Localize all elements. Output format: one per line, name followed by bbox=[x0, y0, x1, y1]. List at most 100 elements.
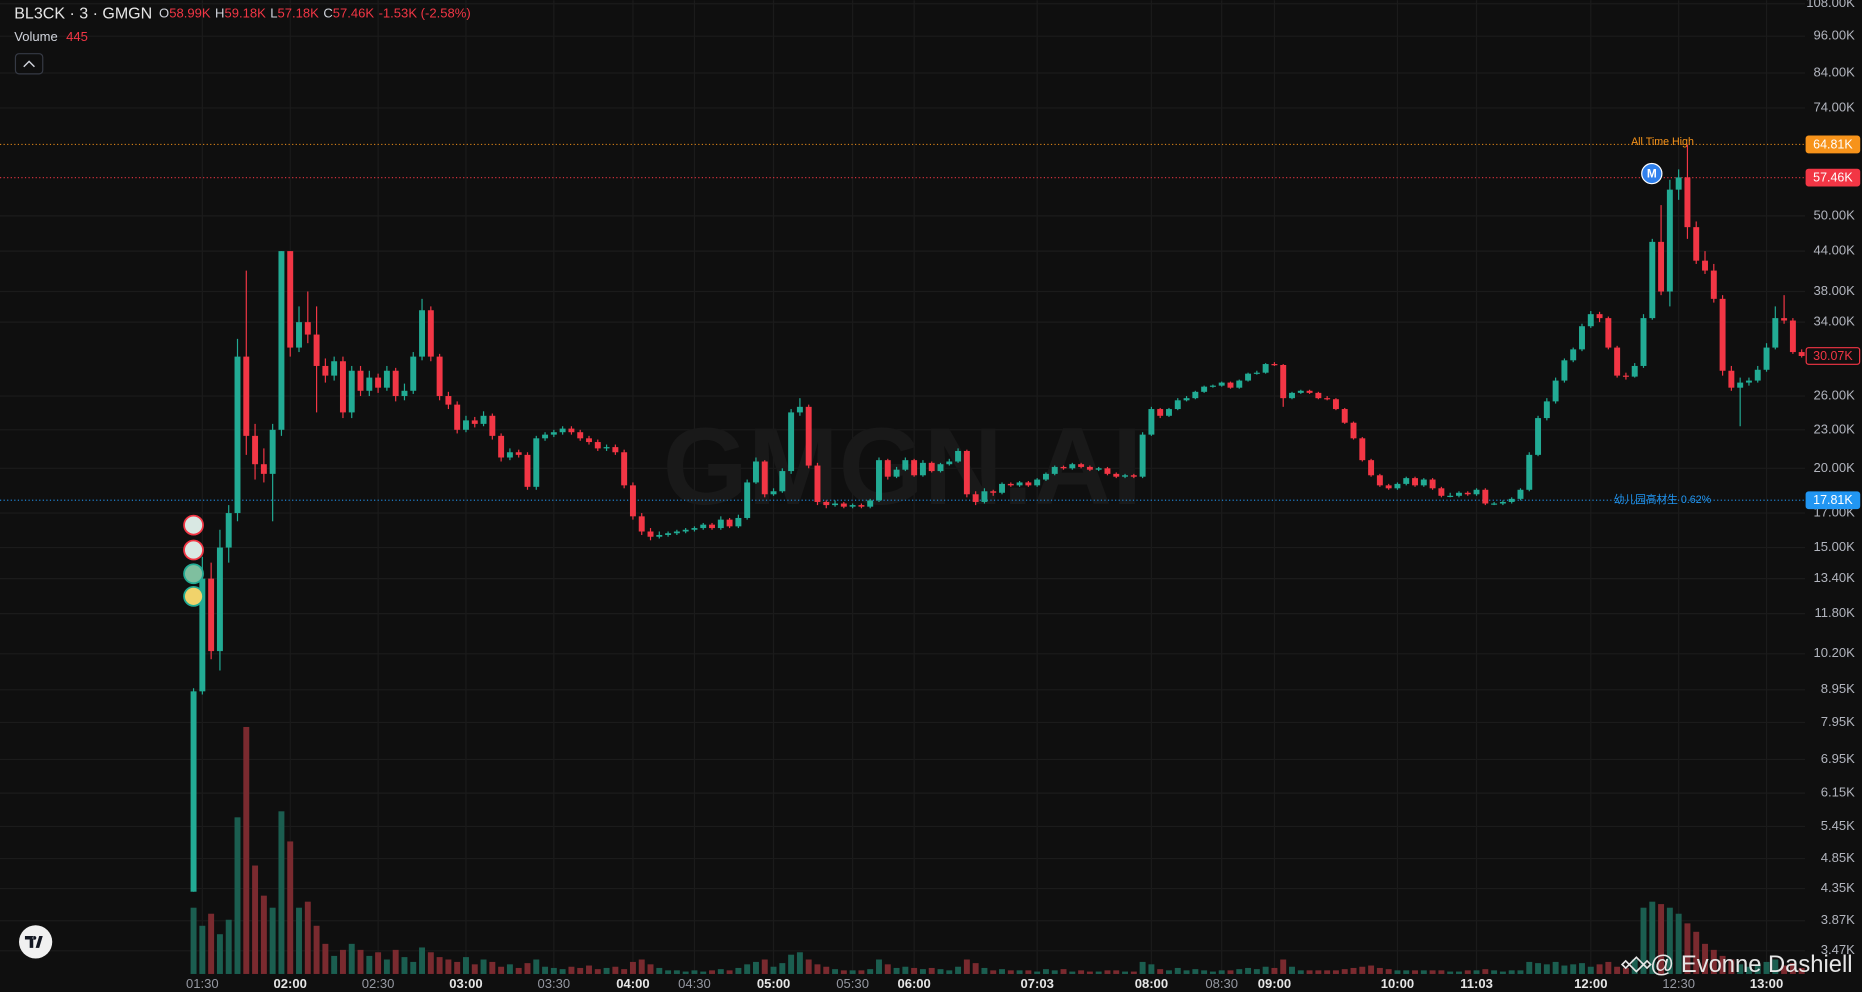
candle-body bbox=[1394, 483, 1401, 489]
volume-bar bbox=[296, 907, 302, 974]
candle-body bbox=[489, 415, 496, 436]
candle-body bbox=[814, 465, 821, 502]
x-tick-label: 08:30 bbox=[1205, 976, 1238, 991]
event-icon[interactable] bbox=[183, 514, 204, 536]
candle-body bbox=[366, 377, 373, 391]
volume-bar bbox=[1570, 964, 1577, 974]
price-tag bbox=[1805, 168, 1861, 187]
volume-bar bbox=[1122, 971, 1129, 974]
marker[interactable]: M bbox=[1641, 162, 1663, 185]
candle-body bbox=[779, 471, 786, 492]
collapse-button[interactable] bbox=[14, 53, 44, 75]
volume-bar bbox=[1798, 967, 1805, 974]
volume-bar bbox=[638, 959, 645, 974]
collapse-icon[interactable] bbox=[23, 60, 35, 68]
event-icon[interactable] bbox=[183, 539, 204, 561]
volume-bar bbox=[1526, 961, 1533, 974]
volume-bar bbox=[1455, 971, 1462, 974]
volume-bar bbox=[366, 955, 373, 974]
candle-body bbox=[1227, 382, 1234, 388]
volume-bar bbox=[1517, 970, 1524, 974]
candle-body bbox=[709, 524, 715, 529]
volume-bar bbox=[770, 966, 777, 974]
candle-body bbox=[304, 322, 311, 335]
volume-bar bbox=[629, 961, 636, 974]
candle-body bbox=[1693, 227, 1700, 261]
candle-body bbox=[594, 442, 601, 449]
volume-bar bbox=[1157, 969, 1164, 974]
volume-bar bbox=[1710, 949, 1717, 974]
volume-bar bbox=[445, 959, 452, 974]
volume-bar bbox=[1025, 970, 1032, 974]
tv-logo-circle[interactable] bbox=[19, 925, 53, 959]
candle-body bbox=[243, 356, 250, 436]
candle-body bbox=[1376, 475, 1383, 486]
candle-body bbox=[1781, 318, 1788, 321]
volume-bar bbox=[357, 949, 364, 974]
candle-body bbox=[1798, 352, 1805, 356]
volume-bar bbox=[1666, 907, 1673, 974]
collapse-button-frame[interactable] bbox=[14, 53, 44, 75]
candle-body bbox=[717, 519, 724, 529]
candle-body bbox=[1130, 475, 1137, 477]
volume-bar bbox=[849, 970, 856, 974]
candle-body bbox=[199, 578, 206, 692]
volume-bar bbox=[735, 967, 742, 974]
candle-body bbox=[1069, 464, 1076, 469]
volume-bar bbox=[322, 943, 329, 974]
event-icon[interactable] bbox=[183, 563, 204, 585]
volume-bar bbox=[1350, 967, 1357, 974]
candle-body bbox=[1236, 380, 1243, 388]
change-value: -1.53K (-2.58%) bbox=[379, 6, 471, 21]
x-tick-label: 10:00 bbox=[1381, 976, 1414, 991]
volume-bar bbox=[410, 961, 417, 974]
candle-body bbox=[744, 482, 751, 518]
candle-body bbox=[1473, 489, 1480, 495]
candle-body bbox=[603, 447, 610, 449]
candle-body bbox=[876, 460, 882, 501]
candle-body bbox=[1412, 478, 1418, 486]
volume-label: Volume bbox=[14, 30, 58, 45]
volume-bar bbox=[726, 970, 733, 974]
candle-body bbox=[208, 578, 215, 652]
volume-bar bbox=[691, 970, 698, 974]
candle-body bbox=[1359, 438, 1366, 461]
x-tick-label: 01:30 bbox=[186, 976, 219, 991]
tv-logo-mark[interactable] bbox=[24, 935, 43, 948]
candle-body bbox=[867, 500, 874, 507]
volume-bar bbox=[419, 947, 426, 974]
volume-bar bbox=[752, 961, 759, 974]
candle-body bbox=[1148, 409, 1155, 435]
volume-bar bbox=[999, 969, 1005, 974]
volume-bar bbox=[1297, 970, 1304, 974]
volume-bar bbox=[577, 967, 584, 974]
credit-icon bbox=[1620, 956, 1652, 973]
volume-bar bbox=[331, 955, 338, 974]
candle-body bbox=[515, 452, 522, 455]
candle-body bbox=[1016, 482, 1023, 486]
candle-body bbox=[1253, 372, 1260, 374]
symbol: BL3CK · 3 · GMGN bbox=[14, 5, 152, 23]
volume-bar bbox=[779, 963, 786, 974]
candle-body bbox=[946, 461, 953, 465]
volume-bar bbox=[1034, 971, 1041, 974]
candle-body bbox=[348, 370, 355, 413]
candle-body bbox=[1297, 390, 1304, 393]
candle-body bbox=[1192, 391, 1199, 399]
candle-body bbox=[1113, 473, 1120, 477]
candle-body bbox=[1737, 382, 1744, 388]
x-tick-label: 12:30 bbox=[1662, 976, 1695, 991]
volume-bar bbox=[568, 966, 575, 974]
candle-body bbox=[542, 434, 549, 439]
candle-body bbox=[331, 361, 338, 376]
candle-body bbox=[1078, 464, 1085, 467]
price-lines: All Time High 幼儿园高材生 0.62% bbox=[0, 136, 1805, 506]
volume-bar bbox=[876, 959, 882, 974]
price-tag bbox=[1805, 491, 1861, 510]
tv-logo[interactable] bbox=[19, 925, 53, 959]
event-icon[interactable] bbox=[183, 585, 204, 607]
candle-body bbox=[1060, 466, 1067, 469]
volume-bar bbox=[339, 949, 346, 974]
volume-bar bbox=[796, 952, 803, 974]
y-tick-label: 20.00K bbox=[1814, 460, 1856, 475]
